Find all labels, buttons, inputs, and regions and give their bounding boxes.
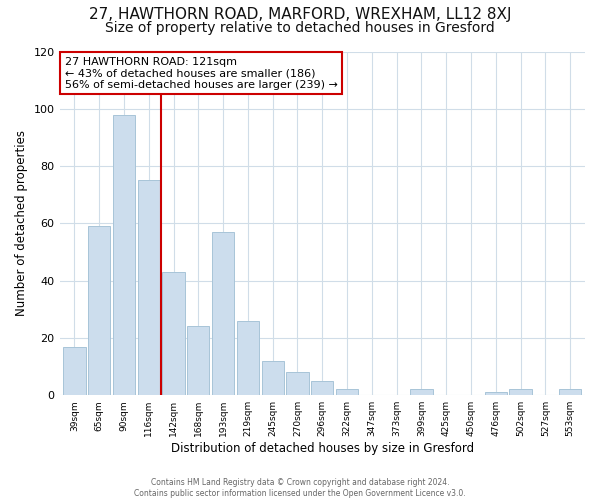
Bar bbox=[237, 320, 259, 395]
Text: 27 HAWTHORN ROAD: 121sqm
← 43% of detached houses are smaller (186)
56% of semi-: 27 HAWTHORN ROAD: 121sqm ← 43% of detach… bbox=[65, 56, 338, 90]
Bar bbox=[311, 381, 334, 395]
Text: Contains HM Land Registry data © Crown copyright and database right 2024.
Contai: Contains HM Land Registry data © Crown c… bbox=[134, 478, 466, 498]
Bar bbox=[212, 232, 234, 395]
Bar bbox=[88, 226, 110, 395]
Bar bbox=[559, 390, 581, 395]
Bar bbox=[137, 180, 160, 395]
Bar bbox=[410, 390, 433, 395]
Text: 27, HAWTHORN ROAD, MARFORD, WREXHAM, LL12 8XJ: 27, HAWTHORN ROAD, MARFORD, WREXHAM, LL1… bbox=[89, 8, 511, 22]
Bar bbox=[336, 390, 358, 395]
Bar bbox=[113, 114, 135, 395]
Y-axis label: Number of detached properties: Number of detached properties bbox=[15, 130, 28, 316]
Bar bbox=[187, 326, 209, 395]
Bar bbox=[485, 392, 507, 395]
Bar bbox=[286, 372, 308, 395]
Bar bbox=[262, 361, 284, 395]
Text: Size of property relative to detached houses in Gresford: Size of property relative to detached ho… bbox=[105, 21, 495, 35]
X-axis label: Distribution of detached houses by size in Gresford: Distribution of detached houses by size … bbox=[171, 442, 474, 455]
Bar bbox=[63, 346, 86, 395]
Bar bbox=[509, 390, 532, 395]
Bar bbox=[163, 272, 185, 395]
